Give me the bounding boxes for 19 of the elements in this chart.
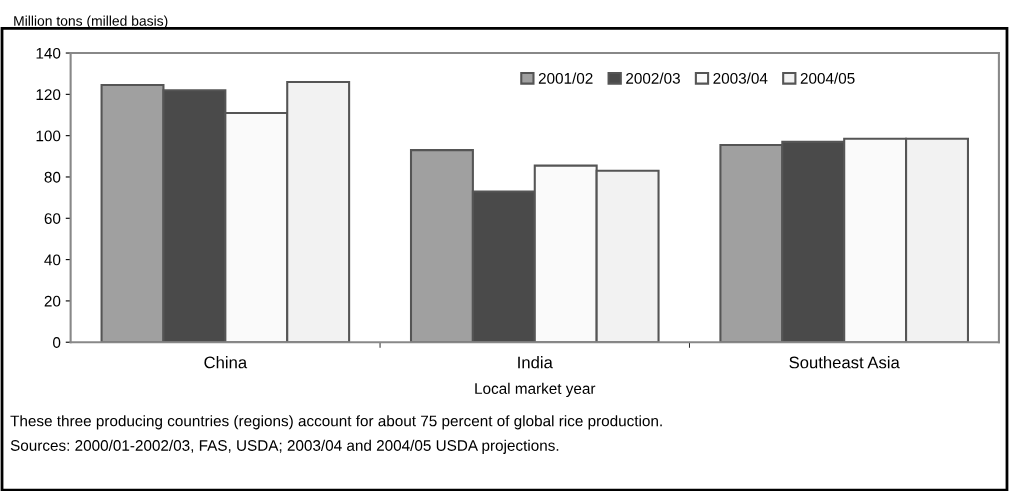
x-tick-label: India	[518, 356, 553, 369]
legend-label: 2001/02	[538, 72, 593, 84]
legend-label: 2003/04	[713, 72, 768, 84]
y-tick-label: 80	[44, 171, 61, 183]
y-tick-label: 120	[36, 89, 61, 101]
x-tick-label: China	[204, 356, 248, 369]
y-tick-label: 60	[44, 213, 61, 224]
y-tick-label: 140	[36, 47, 61, 59]
y-tick-label: 40	[44, 254, 61, 266]
x-tick-label: Southeast Asia	[789, 356, 900, 369]
x-axis-title: Local market year	[475, 382, 596, 398]
y-tick-label: 0	[53, 337, 61, 348]
source-note: Sources: 2000/01-2002/03, FAS, USDA; 2003/04 and 2004/05 USDA projections.	[10, 439, 559, 454]
text: These three producing countries (regions) account for about 75 percent of global rice production.	[10, 415, 662, 430]
legend-label: 2004/05	[800, 72, 855, 84]
y-tick-label: 100	[36, 130, 61, 142]
y-tick-label: 20	[44, 295, 61, 307]
legend-label: 2002/03	[626, 72, 680, 84]
y-axis-title: Million tons (milled basis)	[14, 15, 168, 29]
